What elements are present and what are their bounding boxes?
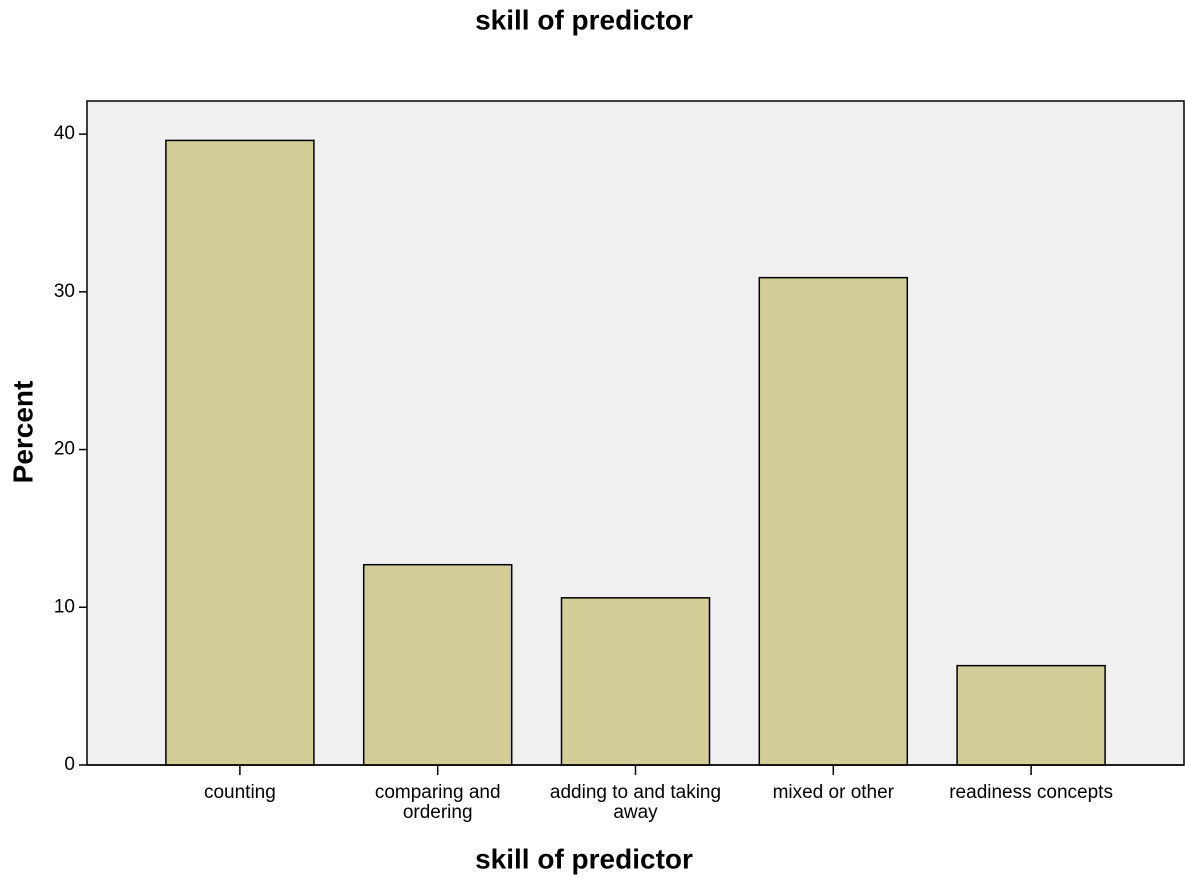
x-tick-label: adding to and taking away	[549, 782, 722, 823]
bar	[560, 597, 711, 766]
x-tick-label: mixed or other	[772, 782, 895, 803]
y-tick-label: 0	[64, 754, 75, 775]
y-tick-label: 40	[54, 123, 75, 144]
bar	[758, 276, 909, 766]
bar	[165, 139, 315, 766]
y-axis-title: Percent	[7, 381, 38, 484]
y-tick-label: 30	[54, 281, 75, 302]
y-tick-label: 20	[54, 439, 75, 460]
x-tick-label: readiness concepts	[949, 782, 1113, 803]
x-tick-label: comparing and ordering	[374, 782, 501, 823]
x-tick-label: counting	[203, 782, 276, 803]
y-tick-label: 10	[54, 596, 75, 617]
bar	[956, 664, 1106, 766]
bar	[362, 563, 513, 766]
chart-title: skill of predictor	[475, 4, 693, 35]
x-axis-title: skill of predictor	[475, 843, 693, 874]
